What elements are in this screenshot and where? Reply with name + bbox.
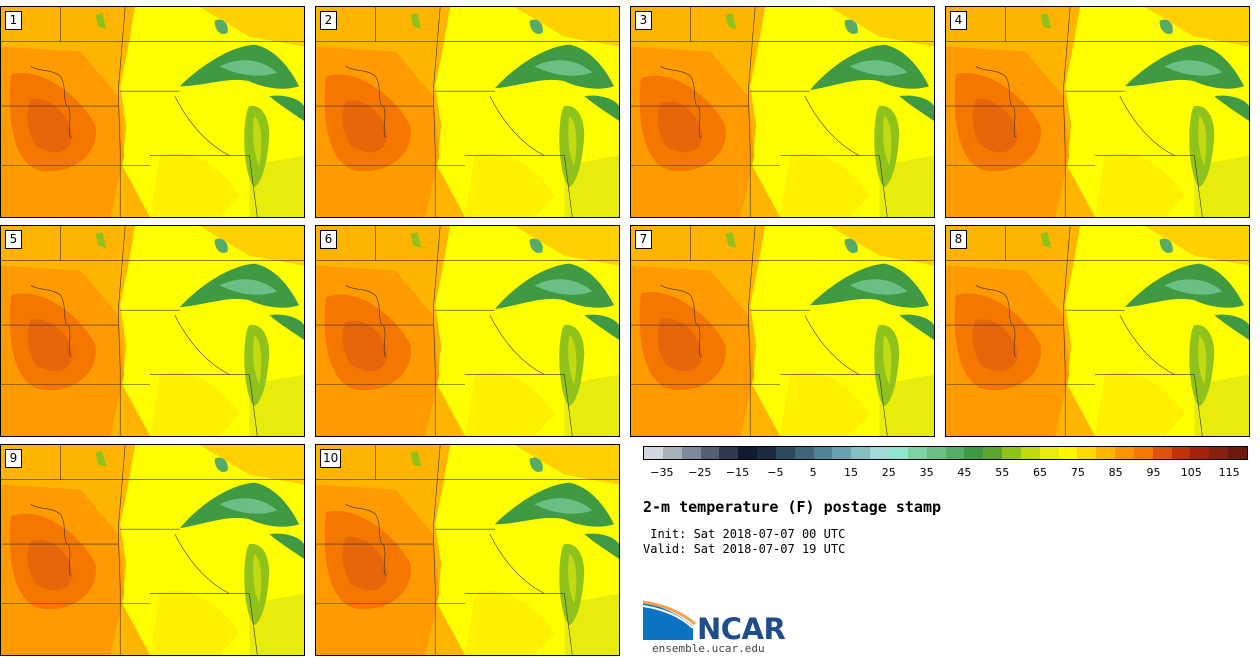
temperature-map: [1, 445, 304, 655]
colorbar-cell: [644, 447, 663, 459]
colorbar-cell: [1190, 447, 1210, 459]
colorbar-ticks: −35 −25 −15 −5 5 15 25 35 45 55 65 75 85 95 105 115: [643, 466, 1248, 480]
colorbar-tick-label: 95: [1146, 466, 1161, 479]
colorbar-cell: [1077, 447, 1097, 459]
colorbar-cell: [1209, 447, 1229, 459]
colorbar-tick-label: 15: [843, 466, 858, 479]
colorbar-tick-label: −15: [725, 466, 750, 479]
stamp-9: 9: [0, 444, 305, 656]
colorbar-cell: [870, 447, 889, 459]
temperature-map: [316, 445, 619, 655]
colorbar-cell: [738, 447, 758, 459]
stamp-10: 10: [315, 444, 620, 656]
temperature-map: [316, 226, 619, 436]
stamp-1: 1: [0, 6, 305, 218]
colorbar-tick-label: −35: [650, 466, 674, 479]
colorbar-tick-label: 55: [995, 466, 1010, 479]
stamp-6: 6: [315, 225, 620, 437]
colorbar-tick-label: 25: [881, 466, 896, 479]
stamp-label: 5: [5, 230, 22, 249]
stamp-label: 7: [635, 230, 652, 249]
stamp-label: 2: [320, 11, 337, 30]
temperature-map: [631, 226, 934, 436]
colorbar-cell: [888, 447, 908, 459]
stamp-4: 4: [945, 6, 1250, 218]
stamp-label: 8: [950, 230, 967, 249]
colorbar-cell: [757, 447, 776, 459]
colorbar-tick-label: −25: [688, 466, 712, 479]
stamp-8: 8: [945, 225, 1250, 437]
colorbar-cell: [1096, 447, 1116, 459]
colorbar-cell: [1171, 447, 1191, 459]
temperature-map: [1, 7, 304, 217]
colorbar-tick-label: 5: [809, 466, 817, 479]
colorbar-cell: [813, 447, 833, 459]
colorbar-tick-label: 105: [1180, 466, 1202, 479]
colorbar-tick-label: 85: [1108, 466, 1123, 479]
stamp-label: 4: [950, 11, 967, 30]
stamp-2: 2: [315, 6, 620, 218]
colorbar-cell: [775, 447, 795, 459]
stamp-5: 5: [0, 225, 305, 437]
site-url: ensemble.ucar.edu: [652, 642, 765, 655]
temperature-map: [1, 226, 304, 436]
colorbar-tick-label: 35: [919, 466, 934, 479]
colorbar-cell: [719, 447, 739, 459]
colorbar: [643, 446, 1248, 460]
colorbar-cell: [1058, 447, 1078, 459]
temperature-map: [946, 7, 1249, 217]
colorbar-cell: [1115, 447, 1134, 459]
stamp-label: 1: [5, 11, 22, 30]
init-time: Init: Sat 2018-07-07 00 UTC: [643, 527, 846, 541]
colorbar-cell: [1152, 447, 1172, 459]
colorbar-cell: [700, 447, 720, 459]
ncar-logo-icon: [643, 600, 696, 640]
stamp-label: 3: [635, 11, 652, 30]
colorbar-cell: [1002, 447, 1021, 459]
colorbar-cell: [1228, 447, 1247, 459]
temperature-map: [316, 7, 619, 217]
colorbar-cell: [662, 447, 682, 459]
colorbar-tick-label: 65: [1033, 466, 1048, 479]
colorbar-tick-label: 75: [1070, 466, 1085, 479]
stamp-7: 7: [630, 225, 935, 437]
temperature-map: [946, 226, 1249, 436]
colorbar-cell: [794, 447, 814, 459]
stamp-label: 9: [5, 449, 22, 468]
colorbar-tick-label: 45: [957, 466, 972, 479]
stamp-label: 6: [320, 230, 337, 249]
colorbar-tick-label: 115: [1218, 466, 1240, 479]
colorbar-cell: [832, 447, 852, 459]
colorbar-tick-label: −5: [767, 466, 784, 479]
stamp-3: 3: [630, 6, 935, 218]
ncar-logo-text: NCAR: [697, 612, 786, 646]
plot-title: 2-m temperature (F) postage stamp: [643, 498, 942, 516]
colorbar-cell: [964, 447, 984, 459]
colorbar-cell: [907, 447, 927, 459]
colorbar-cell: [1020, 447, 1040, 459]
colorbar-cell: [851, 447, 871, 459]
temperature-map: [631, 7, 934, 217]
colorbar-cell: [983, 447, 1003, 459]
valid-time: Valid: Sat 2018-07-07 19 UTC: [643, 542, 846, 556]
colorbar-cell: [1039, 447, 1059, 459]
colorbar-cell: [926, 447, 946, 459]
colorbar-cell: [681, 447, 701, 459]
colorbar-cell: [945, 447, 965, 459]
stamp-label: 10: [320, 449, 342, 468]
colorbar-cell: [1133, 447, 1153, 459]
